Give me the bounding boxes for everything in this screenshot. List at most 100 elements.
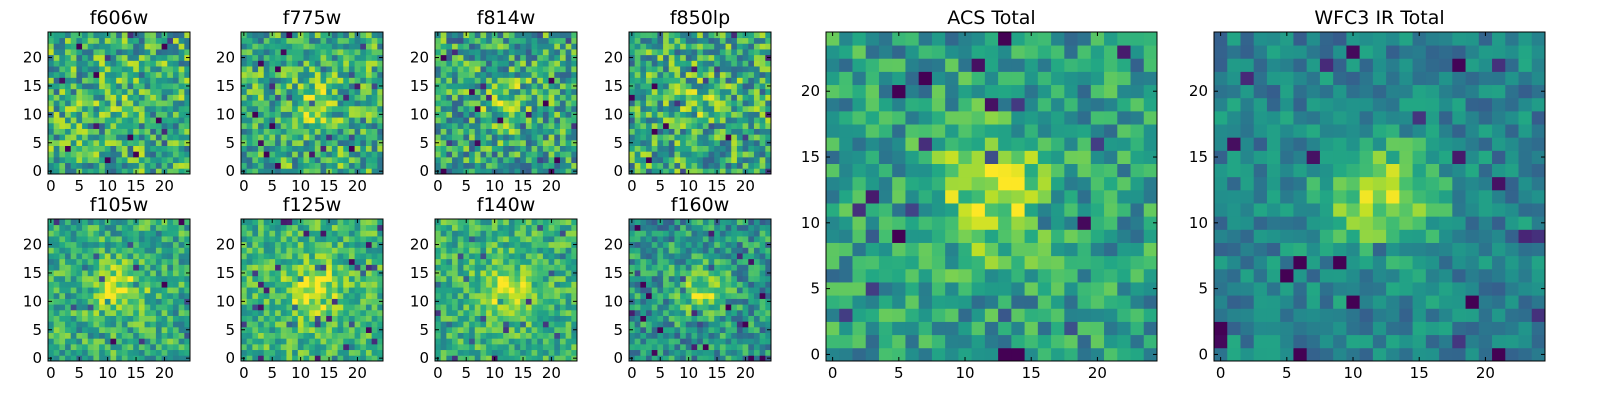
- heatmap-cell: [258, 71, 265, 78]
- heatmap-cell: [127, 83, 134, 90]
- heatmap-cell: [435, 292, 442, 299]
- heatmap-cell: [486, 338, 493, 345]
- heatmap-cell: [742, 134, 749, 141]
- heatmap-cell: [531, 321, 538, 328]
- heatmap-cell: [110, 247, 117, 254]
- heatmap-cell: [531, 88, 538, 95]
- heatmap-cell: [719, 49, 726, 56]
- heatmap-cell: [314, 355, 321, 362]
- heatmap-cell: [99, 343, 106, 351]
- heatmap-cell: [463, 287, 470, 294]
- heatmap-cell: [691, 122, 698, 129]
- heatmap-cell: [275, 241, 282, 248]
- heatmap-cell: [634, 111, 641, 118]
- heatmap-cell: [531, 37, 538, 44]
- x-tick-label: 5: [461, 364, 471, 382]
- heatmap-cell: [646, 162, 653, 169]
- heatmap-cell: [320, 304, 327, 311]
- heatmap-cell: [753, 100, 761, 107]
- heatmap-cell: [93, 134, 100, 141]
- heatmap-cell: [697, 315, 704, 322]
- heatmap-cell: [440, 117, 447, 124]
- heatmap-cell: [731, 139, 738, 146]
- heatmap-cell: [668, 162, 675, 169]
- heatmap-cell: [184, 151, 191, 158]
- heatmap-cell: [99, 287, 106, 294]
- heatmap-cell: [348, 37, 355, 44]
- heatmap-cell: [691, 94, 698, 101]
- heatmap-cell: [65, 37, 72, 44]
- heatmap-cell: [144, 151, 151, 158]
- heatmap-cell: [634, 71, 641, 78]
- heatmap-cell: [292, 287, 299, 294]
- heatmap-cell: [480, 315, 487, 322]
- heatmap-cell: [93, 111, 100, 118]
- heatmap-cell: [651, 105, 658, 112]
- heatmap-cell: [178, 111, 185, 118]
- heatmap-cell: [753, 343, 761, 351]
- heatmap-cell: [674, 343, 681, 351]
- heatmap-cell: [303, 71, 310, 78]
- heatmap-cell: [480, 134, 487, 141]
- heatmap-cell: [377, 49, 384, 56]
- heatmap-cell: [486, 134, 493, 141]
- heatmap-cell: [178, 304, 185, 311]
- heatmap-cell: [252, 128, 259, 135]
- heatmap-cell: [708, 66, 715, 73]
- heatmap-cell: [491, 122, 498, 129]
- heatmap-cell: [87, 281, 94, 288]
- heatmap-cell: [554, 100, 561, 107]
- heatmap-cell: [714, 338, 721, 345]
- heatmap-cell: [542, 349, 549, 356]
- heatmap-cell: [65, 355, 72, 362]
- heatmap-cell: [702, 128, 709, 135]
- heatmap-cell: [246, 139, 253, 146]
- heatmap-cell: [474, 139, 481, 146]
- heatmap-cell: [554, 309, 561, 316]
- heatmap-cell: [497, 156, 504, 164]
- heatmap-cell: [457, 111, 464, 118]
- heatmap-cell: [365, 287, 373, 294]
- heatmap-cell: [674, 326, 681, 333]
- heatmap-cell: [110, 338, 117, 345]
- heatmap-cell: [736, 162, 743, 169]
- heatmap-cell: [184, 94, 191, 101]
- heatmap-cell: [657, 60, 664, 67]
- heatmap-cell: [286, 37, 293, 44]
- heatmap-cell: [537, 49, 544, 56]
- heatmap-cell: [144, 49, 151, 56]
- heatmap-cell: [99, 309, 106, 316]
- heatmap-cell: [127, 37, 134, 44]
- heatmap-cell: [634, 60, 641, 67]
- heatmap-cell: [87, 236, 94, 243]
- heatmap-cell: [76, 71, 83, 78]
- heatmap-cell: [571, 338, 578, 345]
- heatmap-cell: [104, 338, 111, 345]
- heatmap-cell: [440, 298, 447, 305]
- heatmap-cell: [269, 304, 276, 311]
- heatmap-cell: [348, 134, 355, 141]
- heatmap-cell: [708, 49, 715, 56]
- heatmap-cell: [474, 77, 481, 84]
- heatmap-cell: [320, 151, 327, 158]
- heatmap-cell: [150, 139, 157, 146]
- heatmap-cell: [697, 117, 704, 124]
- heatmap-cell: [486, 292, 493, 299]
- heatmap-cell: [508, 253, 515, 260]
- heatmap-cell: [127, 236, 134, 243]
- heatmap-cell: [691, 156, 698, 164]
- heatmap-cell: [559, 355, 567, 362]
- heatmap-cell: [70, 77, 77, 84]
- heatmap-cell: [297, 224, 304, 231]
- heatmap-cell: [303, 264, 310, 271]
- heatmap-cell: [685, 43, 692, 50]
- heatmap-cell: [559, 224, 567, 231]
- heatmap-cell: [565, 54, 572, 61]
- heatmap-cell: [303, 88, 310, 95]
- heatmap-cell: [708, 343, 715, 351]
- heatmap-cell: [497, 134, 504, 141]
- heatmap-cell: [309, 77, 316, 84]
- heatmap-cell: [725, 37, 732, 44]
- heatmap-cell: [286, 298, 293, 305]
- heatmap-cell: [314, 60, 321, 67]
